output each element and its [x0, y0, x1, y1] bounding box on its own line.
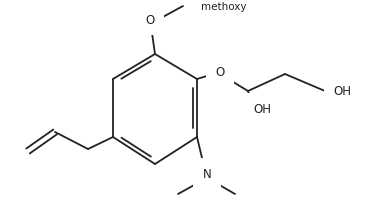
Text: methoxy: methoxy: [201, 2, 247, 12]
Text: N: N: [203, 168, 211, 181]
Text: O: O: [215, 66, 225, 79]
Text: OH: OH: [333, 85, 351, 98]
Text: OH: OH: [253, 103, 271, 116]
Text: O: O: [145, 13, 155, 26]
